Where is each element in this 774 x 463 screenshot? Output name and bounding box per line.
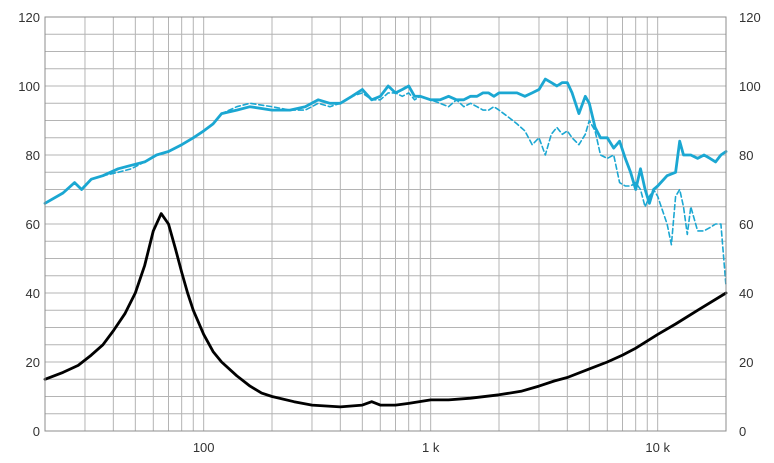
series-group [43, 77, 728, 409]
y-tick-label-right: 20 [739, 355, 753, 370]
x-tick-label: 10 k [645, 440, 670, 455]
spl-dashed-line [44, 92, 727, 287]
y-tick-label-left: 120 [18, 10, 40, 25]
y-tick-label-left: 0 [33, 424, 40, 439]
y-tick-label-left: 20 [26, 355, 40, 370]
x-tick-label: 1 k [422, 440, 440, 455]
y-tick-label-right: 0 [739, 424, 746, 439]
y-tick-label-right: 60 [739, 217, 753, 232]
y-tick-label-right: 40 [739, 286, 753, 301]
y-tick-label-left: 60 [26, 217, 40, 232]
y-tick-label-left: 100 [18, 79, 40, 94]
y-tick-label-right: 100 [739, 79, 761, 94]
y-tick-label-right: 80 [739, 148, 753, 163]
impedance-line [43, 212, 728, 409]
y-tick-label-left: 40 [26, 286, 40, 301]
y-tick-label-right: 120 [739, 10, 761, 25]
plot-frame [44, 16, 727, 432]
x-tick-label: 100 [193, 440, 215, 455]
axes: 0 0 20 20 40 40 60 60 80 80 100 100 120 120 100 1 k 10 k [18, 10, 760, 455]
y-tick-label-left: 80 [26, 148, 40, 163]
grid [44, 16, 727, 432]
